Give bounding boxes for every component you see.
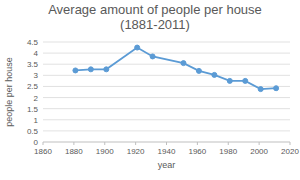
data-line [75, 48, 276, 90]
x-tick [43, 142, 44, 145]
y-axis-label: people per house [4, 57, 14, 127]
x-tick-label: 1940 [158, 147, 176, 156]
x-tick-label: 1880 [65, 147, 83, 156]
grid-line [43, 86, 290, 87]
grid-line [43, 130, 290, 131]
x-tick-label: 2020 [281, 147, 299, 156]
y-tick-label: 4.5 [27, 38, 39, 47]
y-tick-label: 2.5 [27, 82, 39, 91]
y-tick-label: 1 [34, 116, 39, 125]
x-tick [135, 142, 136, 145]
x-tick-label: 1960 [188, 147, 206, 156]
plot-area [73, 45, 279, 92]
x-tick [73, 142, 74, 145]
x-tick [166, 142, 167, 145]
data-point [104, 67, 109, 72]
grid-line [43, 64, 290, 65]
data-point [73, 68, 78, 73]
x-tick-label: 1900 [96, 147, 114, 156]
data-point [212, 72, 217, 77]
x-tick-label: 2000 [250, 147, 268, 156]
chart-canvas: 0 0.5 1 1.5 2 2.5 3 3.5 4 4.5 1860 1880 1900 1920 1940… [0, 0, 300, 180]
data-point [274, 86, 279, 91]
x-tick [104, 142, 105, 145]
chart-title: Average amount of people per house (1881… [30, 2, 280, 32]
x-tick [290, 142, 291, 145]
x-tick [197, 142, 198, 145]
grid-line [43, 97, 290, 98]
y-tick-label: 4 [34, 49, 39, 58]
data-point [258, 87, 263, 92]
grid-line [43, 108, 290, 109]
x-tick [228, 142, 229, 145]
y-tick-label: 0.5 [27, 127, 39, 136]
grid-line [43, 75, 290, 76]
grid-line [43, 42, 290, 43]
grid-line [43, 53, 290, 54]
y-tick-label: 1.5 [27, 105, 39, 114]
data-point [227, 78, 232, 83]
y-tick-label: 2 [34, 94, 39, 103]
data-point [243, 78, 248, 83]
x-tick-label: 1920 [127, 147, 145, 156]
x-tick-label: 1860 [34, 147, 52, 156]
x-axis-label: year [158, 160, 176, 170]
y-tick-label: 3 [34, 71, 39, 80]
x-tick-label: 1980 [219, 147, 237, 156]
data-point [196, 68, 201, 73]
data-point [88, 67, 93, 72]
x-tick [259, 142, 260, 145]
y-tick-label: 0 [34, 138, 39, 147]
grid-line [43, 119, 290, 120]
data-point [181, 61, 186, 66]
data-point [135, 45, 140, 50]
data-point [150, 54, 155, 59]
y-tick-label: 3.5 [27, 60, 39, 69]
